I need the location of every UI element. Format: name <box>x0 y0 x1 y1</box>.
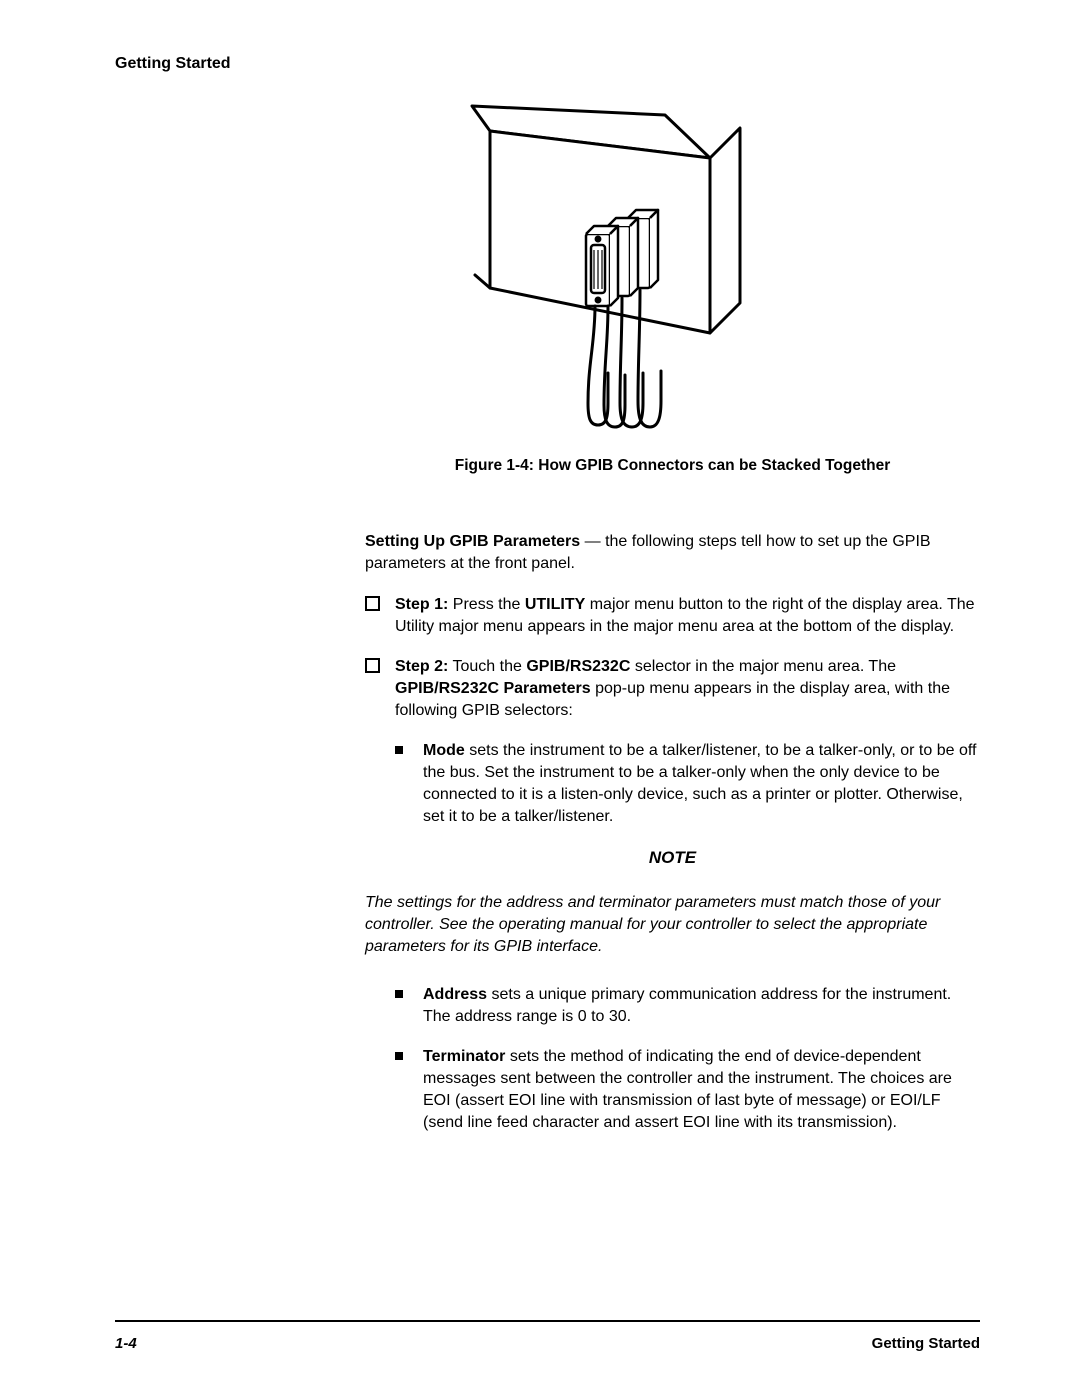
bullet-text: sets the instrument to be a talker/liste… <box>423 742 976 825</box>
bullet-text: sets a unique primary communication addr… <box>423 986 951 1025</box>
key-name: GPIB/RS232C <box>526 658 630 675</box>
intro-paragraph: Setting Up GPIB Parameters — the followi… <box>365 531 980 575</box>
note-heading: NOTE <box>365 846 980 869</box>
bullet-lead: Mode <box>423 742 465 759</box>
bullet-list-bottom: Address sets a unique primary communicat… <box>365 984 980 1134</box>
step-1: Step 1: Press the UTILITY major menu but… <box>365 594 980 638</box>
list-item: Terminator sets the method of indicating… <box>365 1046 980 1134</box>
footer-label: Getting Started <box>872 1335 980 1352</box>
page-header: Getting Started <box>115 55 980 73</box>
step-2: Step 2: Touch the GPIB/RS232C selector i… <box>365 656 980 722</box>
step-label: Step 1: <box>395 596 448 613</box>
gpib-stack-diagram <box>460 103 760 433</box>
key-name: UTILITY <box>525 596 585 613</box>
bullet-list-top: Mode sets the instrument to be a talker/… <box>365 740 980 828</box>
figure-illustration <box>375 103 845 433</box>
bullet-icon <box>395 990 403 998</box>
step-label: Step 2: <box>395 658 448 675</box>
key-name: GPIB/RS232C Parameters <box>395 680 591 697</box>
content-column: Figure 1-4: How GPIB Connectors can be S… <box>365 455 980 1134</box>
figure-caption: Figure 1-4: How GPIB Connectors can be S… <box>365 455 980 476</box>
checkbox-icon <box>365 596 380 611</box>
note-body: The settings for the address and termina… <box>365 892 980 958</box>
step-text: selector in the major menu area. The <box>630 658 896 675</box>
list-item: Address sets a unique primary communicat… <box>365 984 980 1028</box>
page-number: 1-4 <box>115 1335 137 1352</box>
bullet-lead: Terminator <box>423 1048 505 1065</box>
bullet-icon <box>395 746 403 754</box>
intro-lead: Setting Up GPIB Parameters <box>365 533 580 550</box>
checkbox-icon <box>365 658 380 673</box>
bullet-icon <box>395 1052 403 1060</box>
step-text: Touch the <box>448 658 526 675</box>
bullet-lead: Address <box>423 986 487 1003</box>
manual-page: Getting Started <box>0 0 1080 1397</box>
footer-rule <box>115 1320 980 1322</box>
list-item: Mode sets the instrument to be a talker/… <box>365 740 980 828</box>
step-text: Press the <box>448 596 524 613</box>
